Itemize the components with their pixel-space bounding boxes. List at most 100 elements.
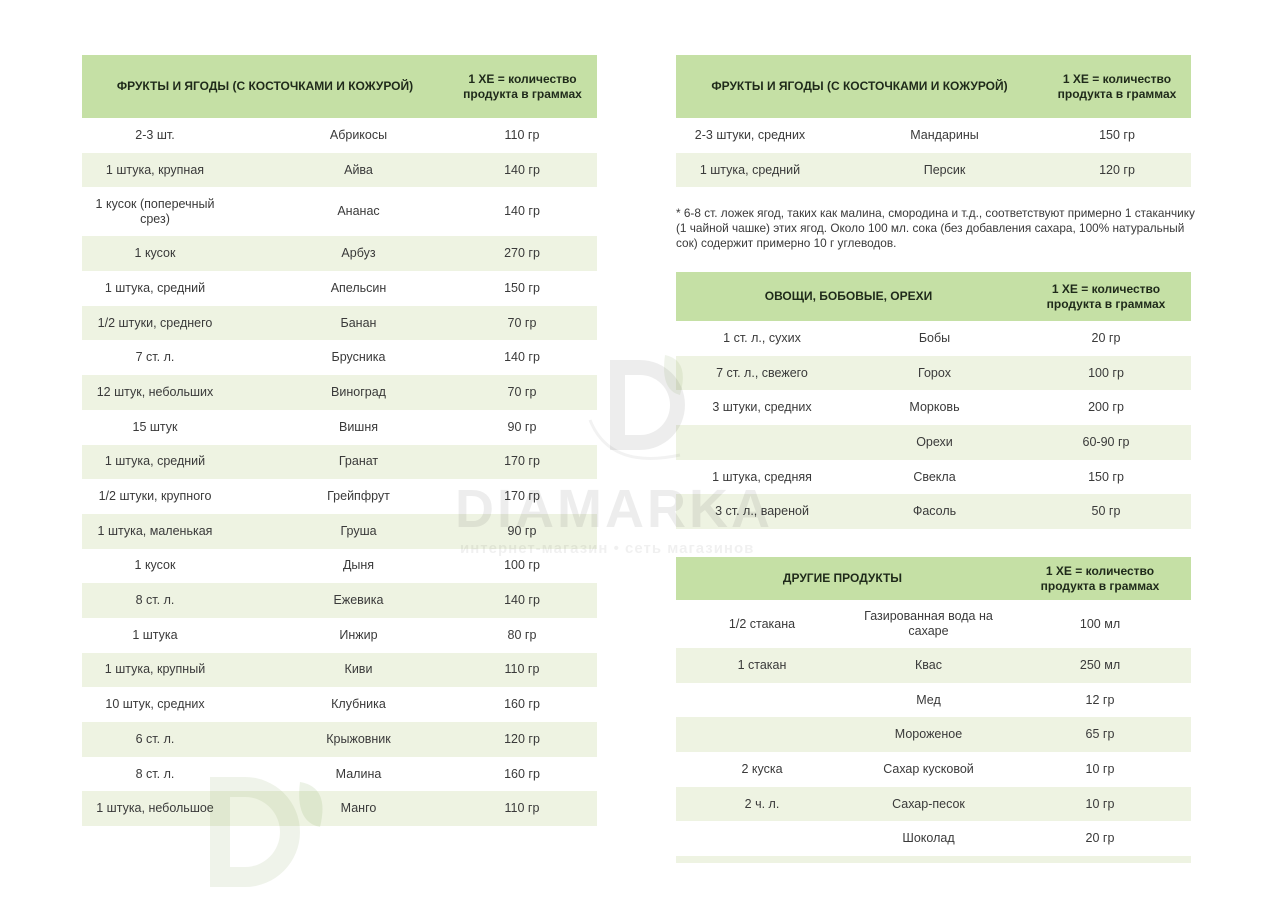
product-cell: Абрикосы: [329, 127, 388, 142]
table-row: [676, 856, 1191, 864]
product-cell: Бобы: [918, 330, 951, 345]
portion-cell: 1 штука, маленькая: [97, 523, 213, 538]
amount-cell: 110 гр: [504, 127, 540, 142]
table-row: 1 кусок Арбуз 270 гр: [82, 236, 597, 272]
table-row: 1 штука, крупный Киви 110 гр: [82, 652, 597, 688]
amount-cell: 10 гр: [1085, 796, 1115, 811]
table-row: Мед 12 гр: [676, 683, 1191, 718]
product-cell: Морковь: [909, 400, 960, 415]
table-row: 1 штука, маленькая Груша 90 гр: [82, 513, 597, 549]
table-row: 8 ст. л. Ежевика 140 гр: [82, 583, 597, 618]
amount-cell: 150 гр: [1099, 127, 1135, 142]
portion-cell: 1 штука, небольшое: [96, 801, 214, 816]
portion-cell: 2 ч. л.: [744, 796, 780, 811]
amount-cell: 50 гр: [1091, 504, 1121, 519]
portion-cell: 1 штука: [132, 627, 178, 642]
header-unit: 1 ХЕ = количество продукта в граммах: [463, 71, 582, 101]
header-unit: 1 ХЕ = количество продукта в граммах: [1057, 71, 1177, 101]
portion-cell: 1 кусок: [134, 246, 176, 261]
table-row: 6 ст. л. Крыжовник 120 гр: [82, 722, 597, 757]
table-row: 1 ст. л., сухих Бобы 20 гр: [676, 321, 1191, 356]
product-cell: Дыня: [342, 558, 375, 573]
amount-cell: 150 гр: [1088, 469, 1124, 484]
product-cell: Квас: [915, 657, 942, 672]
product-cell: Брусника: [331, 350, 386, 365]
portion-cell: 15 штук: [132, 419, 178, 434]
amount-cell: 100 гр: [1088, 365, 1124, 380]
product-cell: Гранат: [338, 454, 379, 469]
table-row: Орехи 60-90 гр: [676, 425, 1191, 460]
portion-cell: 1 ст. л., сухих: [723, 330, 801, 345]
portion-cell: 2-3 шт.: [135, 127, 175, 142]
table-row: 2-3 штуки, средних Мандарины 150 гр: [676, 118, 1191, 153]
portion-cell: 1 штука, крупная: [105, 162, 205, 177]
portion-cell: 8 ст. л.: [135, 766, 175, 781]
portion-cell: 8 ст. л.: [135, 593, 175, 608]
product-cell: Инжир: [339, 627, 378, 642]
product-cell: Сахар кусковой: [883, 761, 974, 776]
portion-cell: 1 штука, средний: [104, 454, 206, 469]
amount-cell: 140 гр: [504, 204, 540, 219]
amount-cell: 65 гр: [1085, 727, 1115, 742]
product-cell: Орехи: [916, 434, 953, 449]
header-title: ДРУГИЕ ПРОДУКТЫ: [782, 571, 903, 585]
product-cell: Банан: [340, 315, 377, 330]
table-row: 1 штука, крупная Айва 140 гр: [82, 152, 597, 188]
header-unit: 1 ХЕ = количество продукта в граммах: [1040, 563, 1160, 593]
portion-cell: 1 кусок: [134, 558, 176, 573]
product-cell: Виноград: [331, 384, 386, 399]
product-cell: Айва: [344, 162, 373, 177]
footnote: * 6-8 ст. ложек ягод, таких как малина, …: [676, 206, 1195, 250]
portion-cell: 1 штука, средний: [699, 162, 801, 177]
table-header: ОВОЩИ, БОБОВЫЕ, ОРЕХИ 1 ХЕ = количество п…: [676, 272, 1191, 321]
table-row: 10 штук, средних Клубника 160 гр: [82, 687, 597, 722]
product-cell: Вишня: [338, 419, 379, 434]
table-row: Мороженое 65 гр: [676, 717, 1191, 753]
product-cell: Крыжовник: [326, 731, 391, 746]
amount-cell: 270 гр: [504, 246, 540, 261]
product-cell: Киви: [344, 662, 373, 677]
table-row: 15 штук Вишня 90 гр: [82, 410, 597, 445]
amount-cell: 110 гр: [504, 662, 540, 677]
product-cell: Фасоль: [912, 504, 957, 519]
product-cell: Газированная вода на сахаре: [864, 609, 993, 638]
amount-cell: 70 гр: [507, 384, 537, 399]
amount-cell: 150 гр: [504, 280, 540, 295]
table-row: 3 ст. л., вареной Фасоль 50 гр: [676, 494, 1191, 530]
table-row: 1 штука, средняя Свекла 150 гр: [676, 460, 1191, 495]
portion-cell: 1/2 стакана: [728, 616, 796, 631]
table-row: 1/2 штуки, крупного Грейпфрут 170 гр: [82, 479, 597, 514]
product-cell: Ежевика: [333, 593, 384, 608]
product-cell: Малина: [335, 766, 382, 781]
table-row: 2 куска Сахар кусковой 10 гр: [676, 752, 1191, 787]
header-title: ФРУКТЫ И ЯГОДЫ (С КОСТОЧКАМИ И КОЖУРОЙ): [711, 79, 1008, 93]
portion-cell: 1 стакан: [737, 657, 787, 672]
amount-cell: 20 гр: [1085, 831, 1115, 846]
amount-cell: 140 гр: [504, 162, 540, 177]
product-cell: Свекла: [913, 469, 956, 484]
portion-cell: 10 штук, средних: [105, 697, 205, 712]
amount-cell: 90 гр: [507, 523, 537, 538]
product-cell: Грейпфрут: [327, 489, 390, 504]
table-header: ФРУКТЫ И ЯГОДЫ (С КОСТОЧКАМИ И КОЖУРОЙ) 1…: [676, 55, 1191, 118]
portion-cell: 3 штуки, средних: [712, 400, 812, 415]
amount-cell: 170 гр: [504, 454, 540, 469]
amount-cell: 140 гр: [504, 593, 540, 608]
table-row: 1 штука, средний Гранат 170 гр: [82, 444, 597, 480]
table-header: ДРУГИЕ ПРОДУКТЫ 1 ХЕ = количество продукт…: [676, 557, 1191, 600]
table-row: 3 штуки, средних Морковь 200 гр: [676, 390, 1191, 425]
product-cell: Манго: [340, 801, 377, 816]
amount-cell: 170 гр: [504, 489, 540, 504]
amount-cell: 140 гр: [504, 350, 540, 365]
product-cell: Горох: [918, 365, 951, 380]
product-cell: Сахар-песок: [892, 796, 965, 811]
amount-cell: 250 мл: [1079, 657, 1121, 672]
product-cell: Персик: [923, 162, 966, 177]
portion-cell: 1 штука, средняя: [712, 469, 812, 484]
amount-cell: 20 гр: [1091, 330, 1121, 345]
table-row: Шоколад 20 гр: [676, 821, 1191, 856]
table-row: 1 штука Инжир 80 гр: [82, 618, 597, 653]
table-row: 12 штук, небольших Виноград 70 гр: [82, 375, 597, 410]
fruits-table: ФРУКТЫ И ЯГОДЫ (С КОСТОЧКАМИ И КОЖУРОЙ) 1…: [82, 55, 597, 827]
table-row: 2 ч. л. Сахар-песок 10 гр: [676, 786, 1191, 822]
